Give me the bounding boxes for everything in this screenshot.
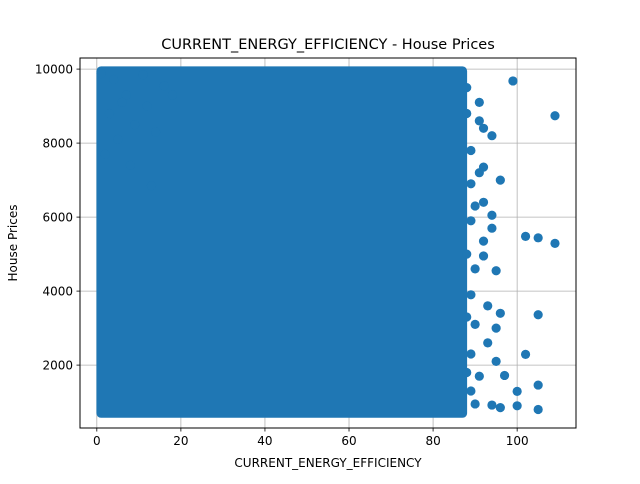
- scatter-point: [151, 127, 161, 137]
- scatter-point: [474, 116, 484, 126]
- scatter-point: [478, 197, 489, 207]
- scatter-point: [466, 386, 476, 396]
- scatter-point: [550, 238, 560, 248]
- scatter-point: [167, 90, 178, 100]
- x-tick-label: 40: [257, 434, 272, 448]
- dense-point-mass: [96, 66, 468, 418]
- scatter-point: [121, 90, 131, 100]
- scatter-point: [462, 108, 472, 119]
- y-tick-label: 4000: [42, 285, 73, 299]
- scatter-point: [109, 74, 119, 85]
- scatter-point: [533, 310, 543, 320]
- scatter-point: [491, 266, 501, 276]
- x-axis-label: CURRENT_ENERGY_EFFICIENCY: [234, 456, 422, 470]
- scatter-point: [499, 370, 510, 381]
- scatter-point: [159, 81, 169, 91]
- x-tick-label: 80: [425, 434, 440, 448]
- x-tick-label: 20: [173, 434, 188, 448]
- scatter-point: [470, 319, 480, 329]
- x-tick-label: 100: [506, 434, 529, 448]
- x-axis-ticks: 0 20 40 60 80 100: [93, 428, 529, 448]
- scatter-point: [100, 149, 110, 159]
- scatter-point: [96, 68, 106, 79]
- y-tick-label: 6000: [42, 211, 73, 225]
- scatter-point: [550, 111, 560, 121]
- scatter-point: [491, 323, 501, 333]
- scatter-point: [138, 70, 148, 80]
- scatter-point: [142, 101, 152, 111]
- scatter-point: [470, 399, 480, 409]
- scatter-point: [487, 131, 497, 141]
- scatter-point: [462, 83, 472, 93]
- scatter-point: [474, 97, 484, 107]
- scatter-point: [462, 367, 472, 378]
- scatter-point: [478, 123, 489, 133]
- scatter-point: [478, 236, 489, 246]
- scatter-point: [466, 179, 476, 189]
- scatter-point: [146, 181, 157, 191]
- scatter-point: [125, 160, 136, 170]
- scatter-point: [512, 401, 522, 411]
- scatter-point: [474, 168, 484, 178]
- scatter-points: [96, 68, 560, 415]
- scatter-point: [487, 223, 497, 233]
- scatter-point: [466, 216, 476, 226]
- y-axis-label: House Prices: [6, 205, 20, 282]
- scatter-point: [508, 76, 518, 86]
- dense-point-cloud: [96, 66, 468, 418]
- scatter-point: [533, 233, 543, 243]
- scatter-point: [466, 290, 476, 300]
- scatter-point: [466, 349, 476, 359]
- scatter-point: [466, 145, 476, 156]
- scatter-point: [104, 108, 115, 119]
- scatter-point: [520, 231, 531, 241]
- scatter-point: [520, 349, 531, 359]
- scatter-point: [512, 386, 522, 396]
- scatter-point: [533, 380, 543, 390]
- scatter-point: [495, 403, 505, 413]
- y-tick-label: 2000: [42, 359, 73, 373]
- scatter-point: [483, 301, 493, 311]
- scatter-point: [478, 251, 489, 261]
- y-axis-ticks: 2000 4000 6000 8000 10000: [35, 63, 80, 373]
- scatter-point: [462, 312, 472, 322]
- scatter-point: [491, 356, 501, 366]
- scatter-point: [487, 210, 497, 220]
- scatter-point: [462, 249, 472, 259]
- chart-title: CURRENT_ENERGY_EFFICIENCY - House Prices: [161, 37, 495, 53]
- scatter-point: [470, 264, 480, 274]
- y-tick-label: 8000: [42, 137, 73, 151]
- scatter-point: [474, 371, 484, 381]
- scatter-point: [117, 97, 127, 107]
- y-tick-label: 10000: [35, 63, 73, 77]
- scatter-point: [113, 134, 123, 144]
- scatter-point: [483, 338, 493, 348]
- scatter-point: [495, 308, 505, 318]
- plot-frame: [79, 57, 577, 429]
- scatter-point: [130, 120, 140, 130]
- x-tick-label: 60: [341, 434, 356, 448]
- scatter-point: [470, 201, 480, 211]
- scatter-point: [487, 400, 497, 410]
- x-tick-label: 0: [93, 434, 101, 448]
- scatter-point: [533, 404, 543, 415]
- scatter-point: [495, 175, 505, 185]
